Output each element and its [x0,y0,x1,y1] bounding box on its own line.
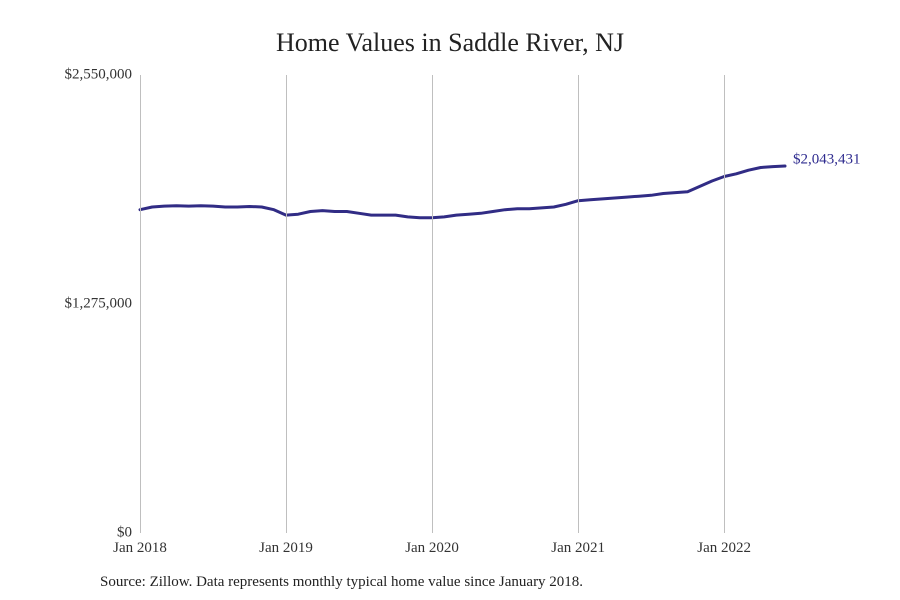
x-axis-label: Jan 2020 [405,540,459,557]
x-axis-label: Jan 2021 [551,540,605,557]
gridline [578,75,579,533]
value-line [140,166,785,218]
x-axis-label: Jan 2018 [113,540,167,557]
chart-title: Home Values in Saddle River, NJ [0,28,900,58]
gridline [724,75,725,533]
y-axis-label: $1,275,000 [12,296,132,313]
x-axis-label: Jan 2019 [259,540,313,557]
gridline [286,75,287,533]
line-chart-svg [140,75,785,533]
source-text: Source: Zillow. Data represents monthly … [100,574,583,591]
gridline [432,75,433,533]
plot-area [140,75,785,533]
x-axis-label: Jan 2022 [697,540,751,557]
y-axis-label: $0 [12,525,132,542]
gridline [140,75,141,533]
y-axis-label: $2,550,000 [12,67,132,84]
end-value-label: $2,043,431 [793,151,861,168]
